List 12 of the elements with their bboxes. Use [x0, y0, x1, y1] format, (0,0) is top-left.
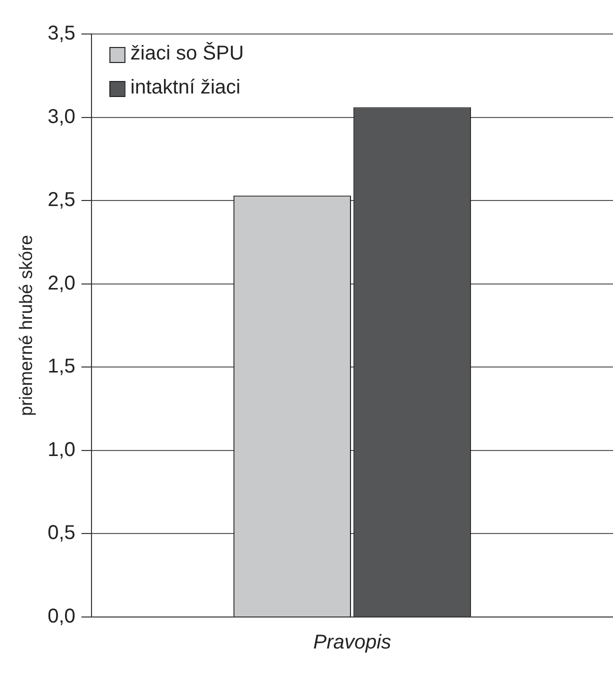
legend-label: žiaci so ŠPU	[130, 42, 244, 65]
y-tick-label: 1,5	[48, 356, 76, 378]
y-axis-title: priemerné hrubé skóre	[16, 234, 36, 416]
legend-label: intaktní žiaci	[130, 76, 240, 99]
y-tick-label: 3,5	[48, 22, 76, 45]
y-tick-label: 1,0	[48, 438, 76, 461]
y-tick-label: 2,5	[48, 189, 76, 212]
y-tick-label: 0,5	[48, 522, 76, 544]
x-tick-label: Pravopis	[313, 632, 392, 654]
y-tick-label: 2,0	[48, 272, 76, 294]
y-tick-label: 3,0	[48, 106, 76, 128]
y-tick-label: 0,0	[48, 606, 76, 628]
